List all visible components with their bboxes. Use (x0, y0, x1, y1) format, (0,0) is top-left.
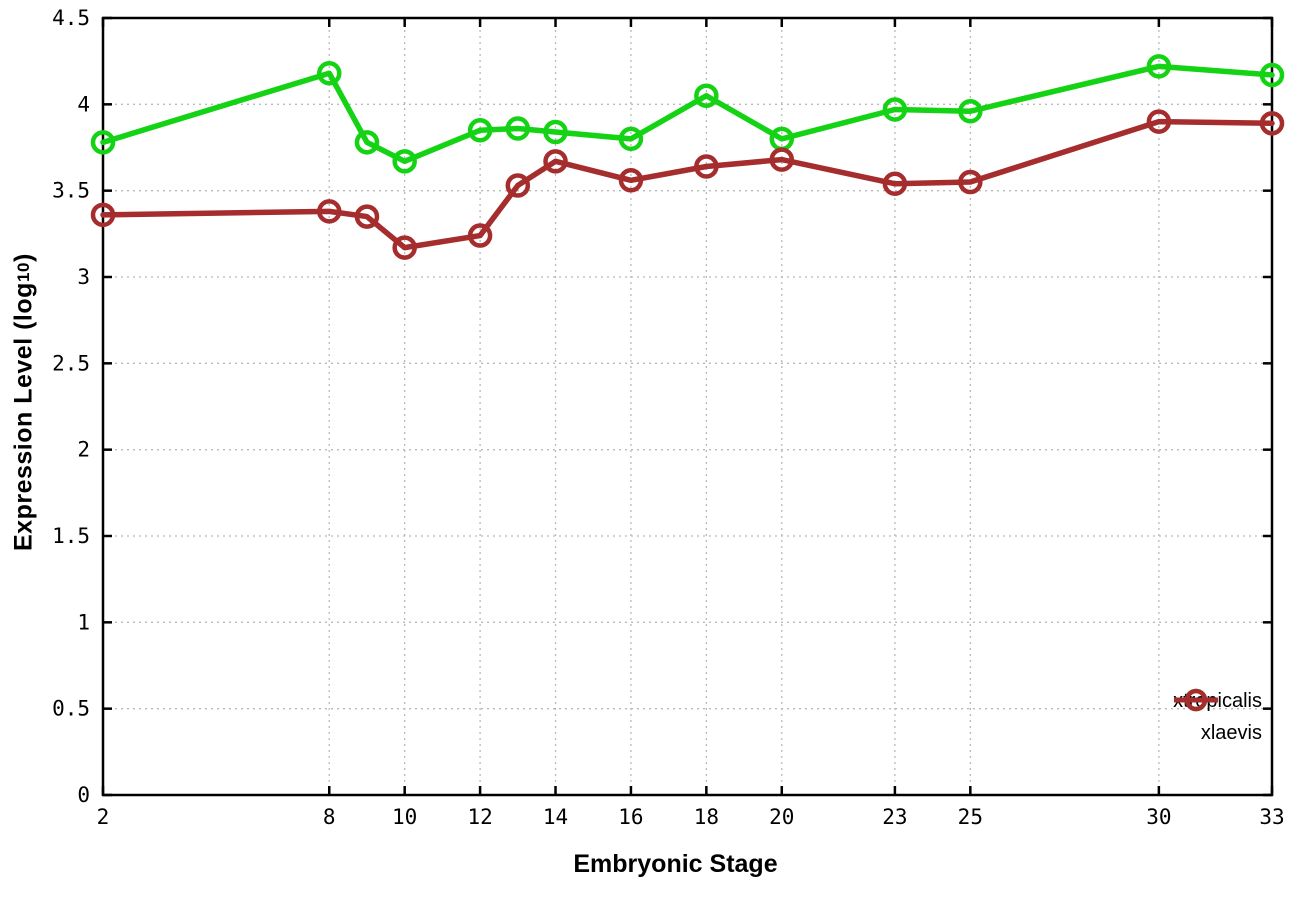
y-tick-label: 0 (77, 783, 90, 807)
x-tick-label: 25 (958, 805, 983, 829)
legend-label: xlaevis (1200, 722, 1262, 744)
y-tick-label: 1 (77, 610, 90, 634)
y-tick-label: 3 (77, 265, 90, 289)
y-tick-label: 4.5 (52, 6, 90, 30)
data-point-xtropicalis (392, 149, 417, 174)
data-point-xtropicalis (1146, 54, 1172, 79)
legend-marker-linespoints-icon (1174, 688, 1219, 712)
y-axis-title-close: ) (9, 253, 38, 263)
x-tick-label: 18 (694, 805, 719, 829)
x-tick-label: 8 (323, 805, 336, 829)
x-tick-label: 16 (618, 805, 643, 829)
data-point-xlaevis (694, 154, 719, 179)
plot-border (101, 16, 1274, 797)
series-line-xlaevis (100, 118, 1275, 251)
x-tick-label: 30 (1146, 805, 1171, 829)
y-tick-label: 1.5 (52, 524, 90, 548)
data-point-xlaevis (618, 168, 644, 193)
y-tick-label: 3.5 (52, 179, 90, 203)
x-tick-label: 20 (769, 805, 794, 829)
data-point-xtropicalis (90, 130, 116, 155)
legend-entry-xlaevis: xlaevis (1174, 688, 1262, 748)
x-tick-label: 12 (467, 805, 492, 829)
x-tick-label: 14 (543, 805, 568, 829)
data-point-xtropicalis (505, 116, 531, 141)
data-point-xtropicalis (543, 119, 568, 145)
data-point-xlaevis (882, 171, 908, 197)
data-point-xtropicalis (694, 83, 719, 108)
data-point-xlaevis (467, 223, 493, 248)
y-tick-label: 4 (77, 92, 90, 116)
data-point-xlaevis (354, 204, 380, 229)
data-point-xlaevis (1259, 111, 1285, 136)
data-point-xlaevis (505, 173, 531, 198)
series-line-xtropicalis (100, 63, 1275, 165)
data-point-xlaevis (958, 169, 983, 195)
data-point-xtropicalis (618, 126, 644, 152)
y-axis-title-subscript: 10 (14, 262, 33, 283)
x-axis-title: Embryonic Stage (573, 850, 778, 878)
data-point-xlaevis (769, 147, 795, 172)
y-axis-title: Expression Level (log 10) (2, 30, 46, 775)
x-tick-label: 33 (1259, 805, 1284, 829)
y-axis-title-text: Expression Level (log (9, 282, 38, 552)
legend: xtropicalis xlaevis (1173, 687, 1262, 748)
y-tick-label: 0.5 (52, 697, 90, 721)
data-point-xtropicalis (882, 97, 908, 122)
data-point-xtropicalis (467, 117, 493, 143)
y-tick-label: 2 (77, 438, 90, 462)
data-point-xlaevis (543, 149, 568, 174)
x-tick-label: 2 (97, 805, 110, 829)
data-point-xlaevis (392, 235, 417, 260)
data-point-xlaevis (1146, 109, 1172, 134)
x-tick-label: 10 (392, 805, 417, 829)
x-tick-label: 23 (882, 805, 907, 829)
data-point-xtropicalis (354, 130, 380, 155)
data-point-xlaevis (317, 199, 342, 224)
y-tick-label: 2.5 (52, 351, 90, 375)
data-point-xlaevis (90, 202, 116, 228)
data-point-xtropicalis (958, 98, 983, 124)
data-point-xtropicalis (1259, 62, 1285, 88)
data-point-xtropicalis (317, 61, 342, 86)
